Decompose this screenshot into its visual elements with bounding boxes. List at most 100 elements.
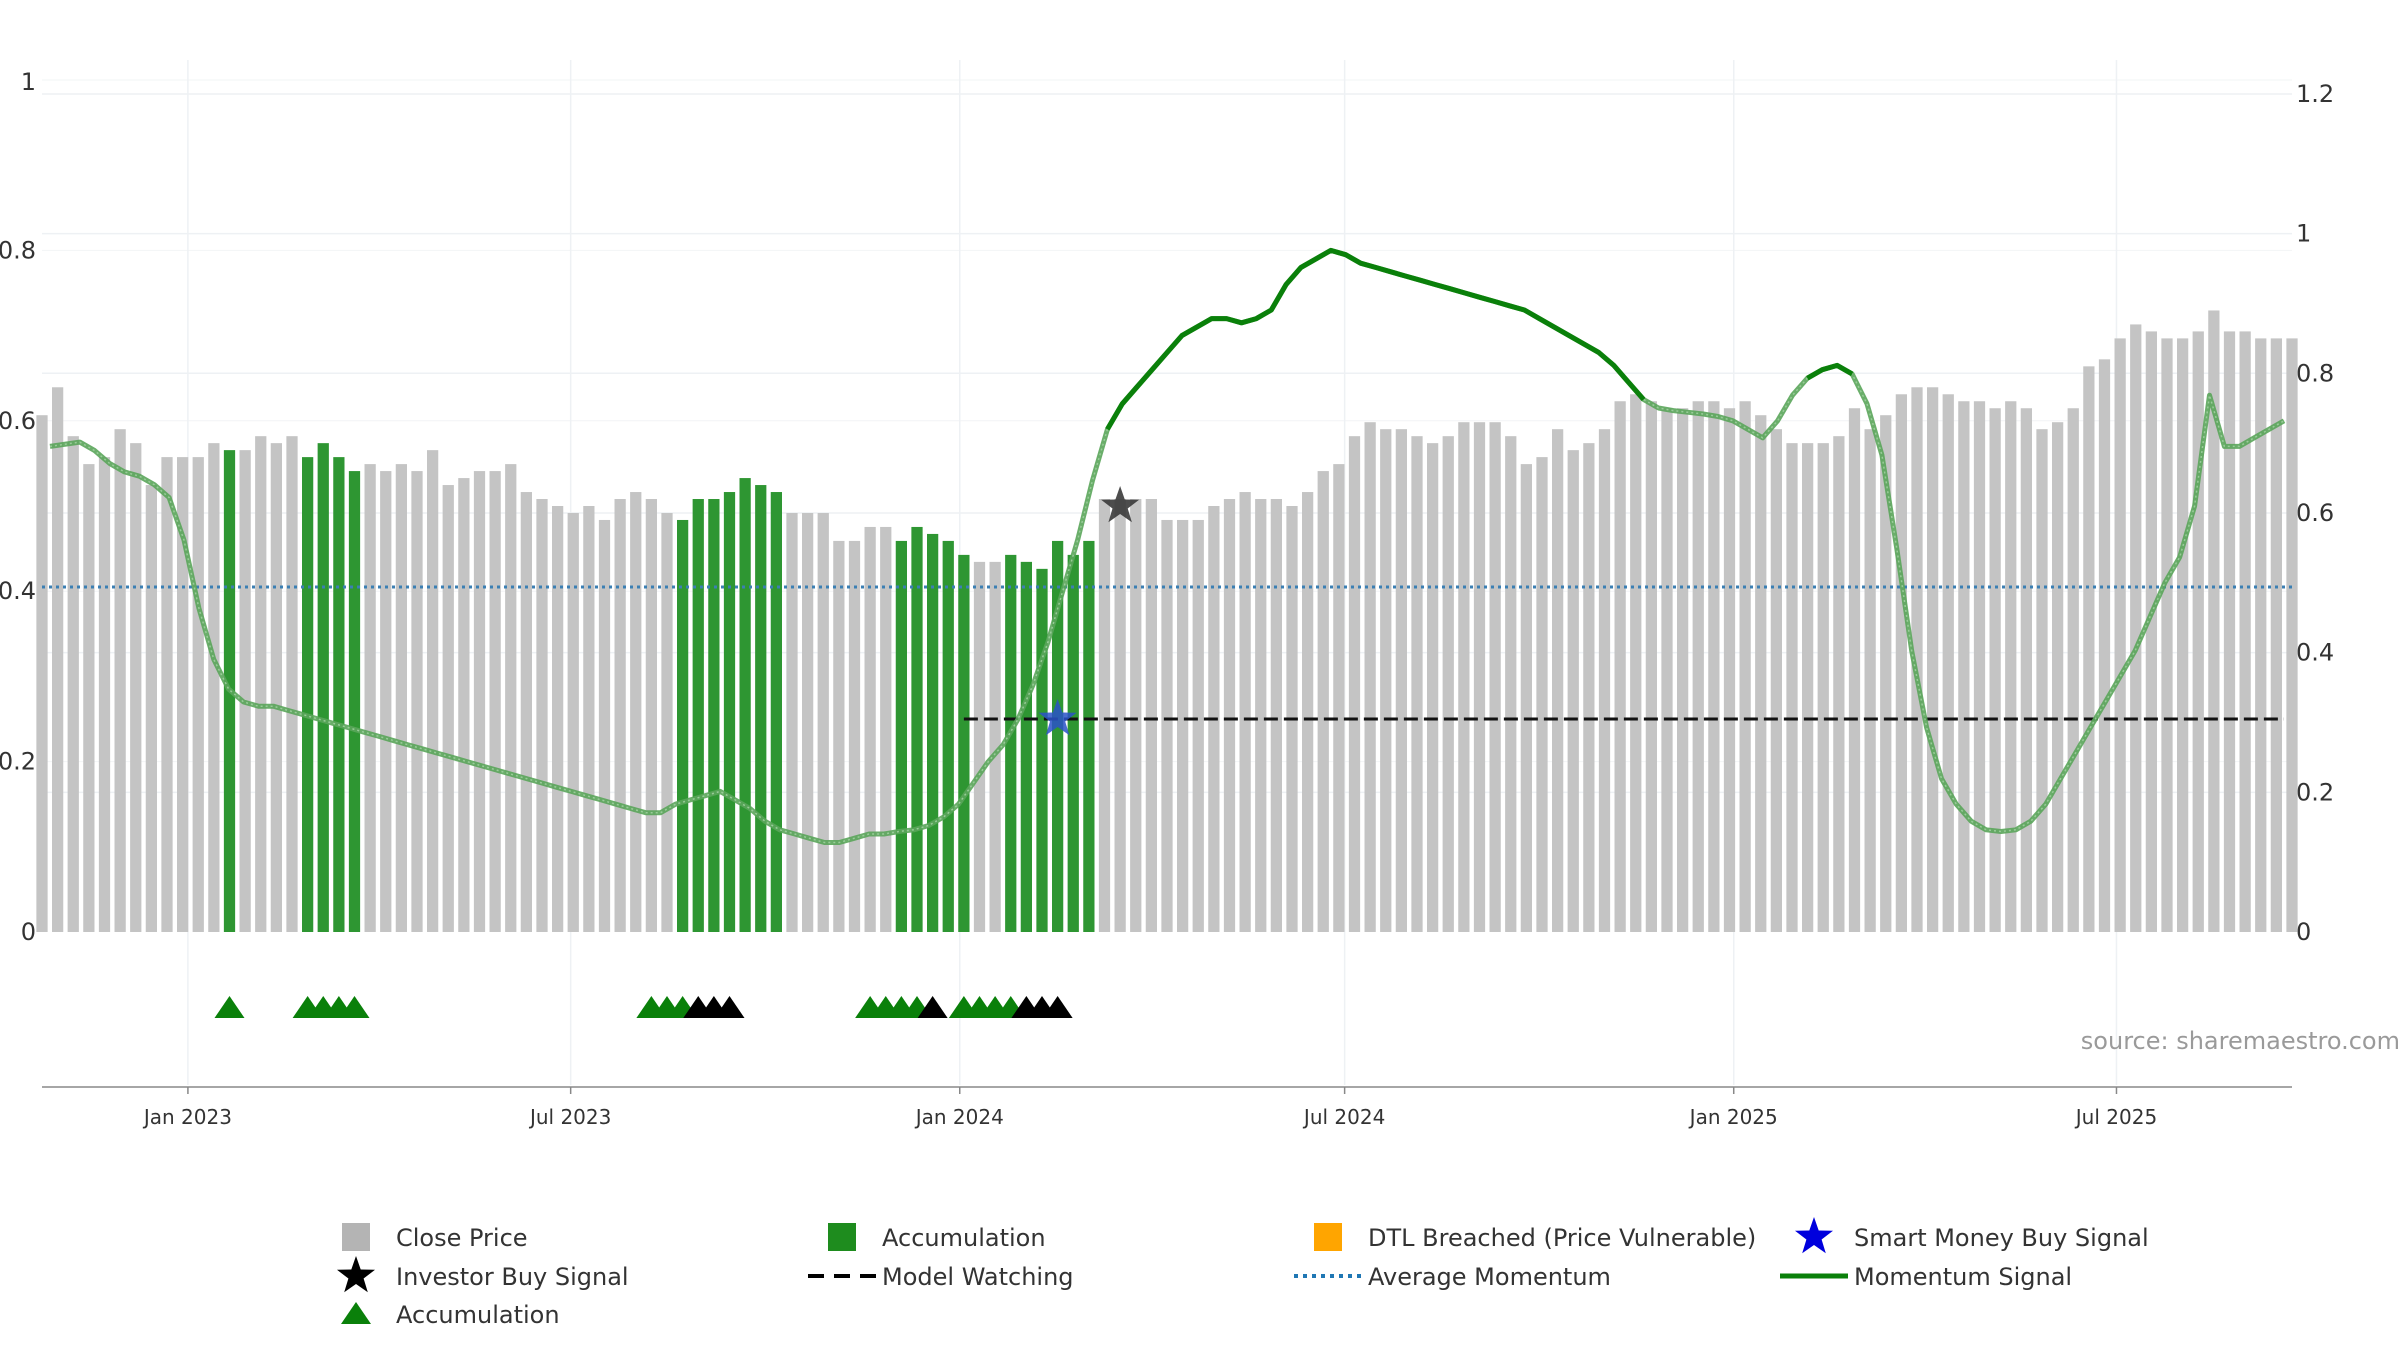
close-price-bar (67, 436, 79, 932)
close-price-bar (239, 450, 251, 932)
close-price-bar (2208, 310, 2220, 933)
close-price-bar (1302, 492, 1314, 932)
close-price-bar (552, 506, 564, 932)
accumulation-bar (1005, 554, 1017, 932)
accumulation-bar (1036, 568, 1048, 932)
legend-item: Momentum Signal (1780, 1263, 2072, 1291)
accumulation-bar (755, 485, 767, 932)
close-price-bar (1958, 401, 1970, 932)
close-price-bar (630, 492, 642, 932)
close-price-bar (1333, 464, 1345, 932)
legend-item: Average Momentum (1294, 1263, 1611, 1291)
close-price-bar (2083, 366, 2095, 932)
close-price-bar (1880, 415, 1892, 932)
close-price-bar (2130, 324, 2142, 932)
accumulation-bar (958, 554, 970, 932)
legend-label: Average Momentum (1368, 1263, 1611, 1291)
close-price-bar (395, 464, 407, 932)
close-price-bar (1395, 429, 1407, 932)
close-price-bar (286, 436, 298, 932)
legend-item: Close Price (342, 1223, 528, 1252)
close-price-bar (98, 457, 111, 932)
accumulation-bar (348, 471, 361, 932)
close-price-bar (1348, 436, 1361, 932)
accumulation-bar (302, 457, 314, 932)
momentum-signal-strong (1806, 362, 1854, 381)
close-price-bar (505, 464, 517, 932)
close-price-bar (473, 471, 486, 932)
close-price-bar (817, 512, 829, 932)
close-price-bar (1755, 415, 1767, 932)
close-price-bar (1192, 519, 1204, 932)
right-tick-label: 1.2 (2296, 80, 2334, 108)
left-tick-label: 0.8 (0, 236, 36, 264)
close-price-bar (1848, 408, 1861, 933)
close-price-bar (1786, 443, 1798, 932)
x-axis: Jan 2023 Jul 2023 Jan 2024 Jul 2024 Jan 2025… (42, 1086, 2292, 1129)
close-price-bar (864, 526, 876, 932)
close-price-bar (786, 512, 798, 932)
close-price-bar (442, 485, 454, 932)
close-price-bar (1489, 422, 1501, 932)
close-price-bar (1817, 443, 1829, 932)
close-price-bar (1598, 429, 1611, 932)
left-tick-label: 0.2 (0, 748, 36, 776)
accumulation-bar (1020, 561, 1032, 932)
close-price-bar (1614, 401, 1626, 932)
close-price-bar (1677, 408, 1689, 933)
accumulation-bar (692, 499, 704, 932)
close-price-bar (2255, 338, 2267, 932)
close-price-bar (880, 526, 892, 932)
right-tick-label: 0.4 (2296, 639, 2334, 667)
close-price-bar (973, 561, 986, 932)
close-price-bar (1177, 519, 1189, 932)
close-price-bar (208, 443, 220, 932)
accumulation-triangle (714, 996, 745, 1018)
right-tick-label: 0.2 (2296, 778, 2334, 806)
close-price-bar (364, 464, 376, 932)
close-price-bar (83, 464, 95, 932)
close-price-bar (583, 506, 595, 932)
close-price-bar (2114, 338, 2126, 932)
accumulation-triangle (214, 996, 245, 1018)
legend-triangle-icon (341, 1302, 371, 1324)
accumulation-bar (677, 519, 689, 932)
accumulation-triangle (339, 996, 370, 1018)
legend-swatch (1314, 1223, 1342, 1251)
close-price-bar (1255, 499, 1267, 932)
close-price-bar (1552, 429, 1564, 932)
close-price-bar (2161, 338, 2173, 932)
right-tick-label: 1 (2296, 220, 2311, 248)
close-price-bar (270, 443, 282, 932)
close-price-bar (1223, 499, 1236, 932)
close-price-bar (1098, 499, 1111, 932)
close-price-bar (1317, 471, 1329, 932)
close-price-bar (1380, 429, 1392, 932)
close-price-bar (1239, 492, 1251, 932)
accumulation-bar (708, 499, 720, 932)
close-price-bar (2223, 331, 2236, 932)
left-tick-label: 0 (21, 918, 36, 946)
close-price-bar (989, 561, 1001, 932)
x-tick-label: Jan 2025 (1688, 1105, 1778, 1129)
close-price-bar (1989, 408, 2001, 933)
legend-item: Accumulation (828, 1223, 1046, 1252)
left-tick-label: 0.6 (0, 407, 36, 435)
legend-label: Smart Money Buy Signal (1854, 1224, 2149, 1252)
accumulation-bar (333, 457, 345, 932)
close-price-bar (1114, 499, 1126, 932)
close-price-bar (2177, 338, 2189, 932)
accumulation-triangle (917, 996, 948, 1018)
close-price-bar (2067, 408, 2079, 933)
legend-label: DTL Breached (Price Vulnerable) (1368, 1224, 1756, 1252)
accumulation-bar (739, 478, 751, 932)
close-price-bar (1458, 422, 1470, 932)
close-price-bar (2020, 408, 2032, 933)
legend-label: Momentum Signal (1854, 1263, 2072, 1291)
legend-label: Accumulation (882, 1224, 1046, 1252)
legend-item: Accumulation (341, 1301, 560, 1329)
x-tick-label: Jul 2023 (528, 1105, 611, 1129)
close-price-bar (1630, 394, 1642, 932)
x-tick-label: Jan 2023 (142, 1105, 232, 1129)
